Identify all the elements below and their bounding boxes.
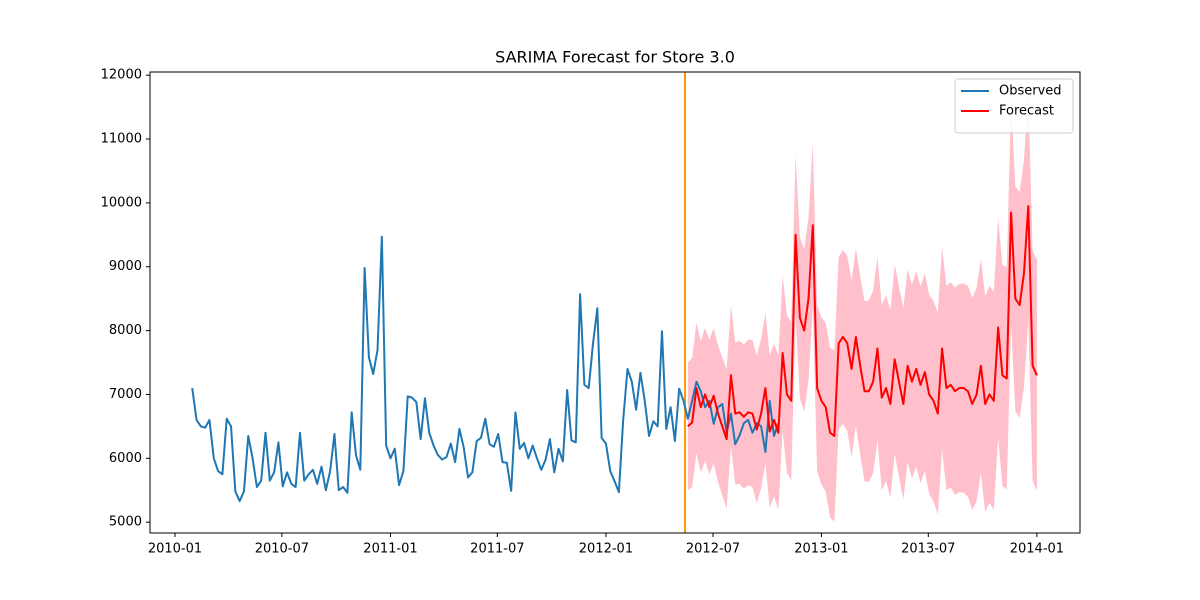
legend-box — [954, 78, 1074, 134]
series-line — [191, 235, 780, 503]
y-tick-label: 11000 — [101, 132, 142, 147]
y-tick-label: 12000 — [101, 68, 142, 83]
y-tick-label: 6000 — [109, 451, 142, 466]
x-tick-label: 2012-01 — [579, 542, 633, 557]
x-tick-label: 2011-07 — [470, 542, 524, 557]
y-tick-label: 8000 — [109, 323, 142, 338]
x-tick-label: 2013-01 — [794, 542, 848, 557]
x-tick-label: 2012-07 — [686, 542, 740, 557]
legend-label: Observed — [999, 84, 1062, 99]
x-tick-label: 2010-07 — [255, 542, 309, 557]
x-tick-label: 2013-07 — [901, 542, 955, 557]
x-tick-label: 2014-01 — [1010, 542, 1064, 557]
y-tick-label: 10000 — [101, 195, 142, 210]
legend-label: Forecast — [999, 104, 1054, 119]
y-tick-label: 5000 — [109, 515, 142, 530]
series-line — [687, 205, 1038, 441]
x-tick-label: 2010-01 — [148, 542, 202, 557]
y-tick-label: 7000 — [109, 387, 142, 402]
plot-frame — [149, 71, 1081, 534]
confidence-band — [687, 91, 1037, 522]
y-tick-label: 9000 — [109, 259, 142, 274]
chart-title: SARIMA Forecast for Store 3.0 — [495, 48, 735, 67]
x-tick-label: 2011-01 — [363, 542, 417, 557]
